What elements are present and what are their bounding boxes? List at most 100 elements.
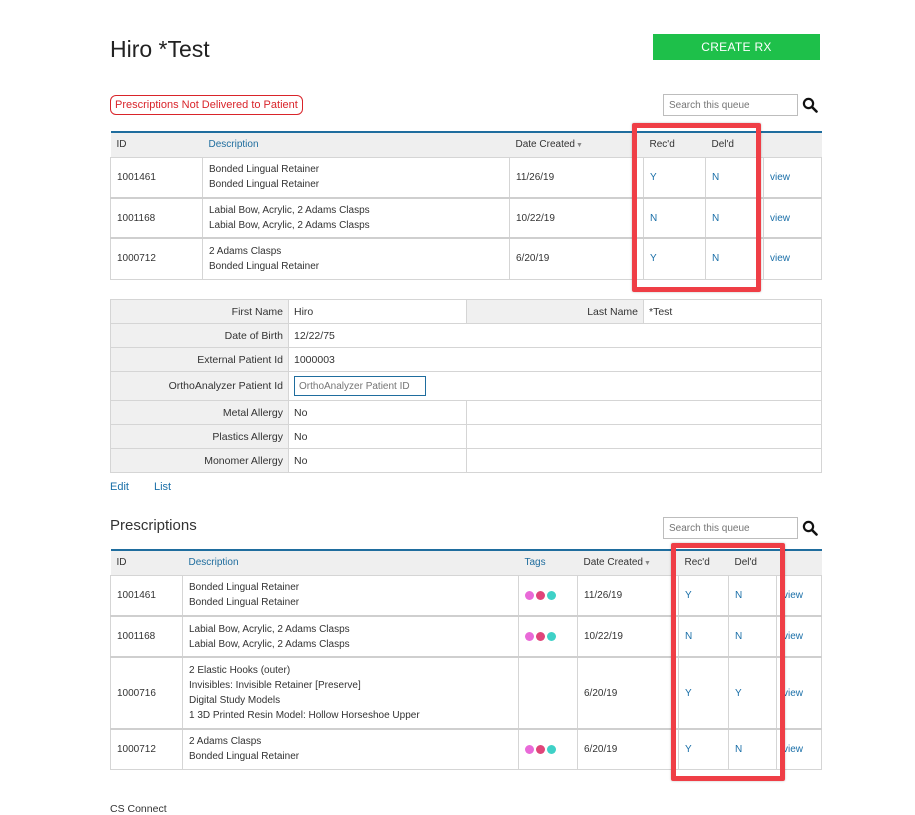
description-line: Labial Bow, Acrylic, 2 Adams Clasps	[209, 205, 370, 216]
edit-link[interactable]: Edit	[110, 481, 129, 493]
id-cell: 1000716	[110, 656, 183, 729]
view-link[interactable]: view	[770, 212, 791, 224]
tag-dot-icon	[525, 590, 534, 600]
view-link[interactable]: view	[783, 743, 804, 755]
view-link[interactable]: view	[770, 253, 791, 265]
id-cell: 1001168	[110, 615, 183, 657]
tags-cell	[518, 574, 578, 616]
last-name-value: *Test	[643, 299, 822, 324]
description-cell: 2 Adams Clasps Bonded Lingual Retainer	[202, 237, 510, 279]
search-icon[interactable]	[802, 97, 818, 113]
description-line: Labial Bow, Acrylic, 2 Adams Clasps	[189, 638, 350, 650]
description-cell: Labial Bow, Acrylic, 2 Adams Clasps Labia…	[182, 615, 519, 657]
external-id-value: 1000003	[288, 347, 822, 372]
col-id: ID	[110, 131, 203, 157]
first-name-value: Hiro	[288, 299, 467, 324]
tag-dot-icon	[547, 590, 556, 600]
deld-cell: Y	[728, 656, 777, 729]
dob-value: 12/22/75	[288, 323, 822, 348]
description-line: Labial Bow, Acrylic, 2 Adams Clasps	[209, 220, 370, 231]
recd-cell: Y	[678, 574, 729, 616]
date-cell: 6/20/19	[577, 728, 679, 769]
id-cell: 1001461	[110, 574, 183, 616]
patient-info-table: First Name Hiro Last Name *Test Date of …	[110, 299, 822, 473]
description-line: Bonded Lingual Retainer	[189, 597, 300, 609]
list-link[interactable]: List	[154, 481, 172, 493]
description-line: Bonded Lingual Retainer	[189, 751, 300, 763]
view-link[interactable]: view	[783, 589, 804, 601]
date-cell: 10/22/19	[509, 197, 644, 238]
queue-table-body: 1001461 Bonded Lingual Retainer Bonded Lin…	[110, 156, 822, 279]
col-recd: Rec'd	[678, 549, 729, 575]
view-link[interactable]: view	[783, 687, 804, 699]
view-cell: view	[763, 237, 822, 279]
tag-dot-icon	[525, 632, 534, 641]
search-icon[interactable]	[802, 520, 818, 536]
view-link[interactable]: view	[783, 631, 804, 642]
prescriptions-search-input[interactable]	[663, 517, 798, 539]
plastics-allergy-label: Plastics Allergy	[110, 424, 289, 449]
deld-cell: N	[705, 156, 764, 198]
col-recd: Rec'd	[643, 131, 706, 157]
date-cell: 11/26/19	[577, 574, 679, 616]
col-date-created[interactable]: Date Created▼	[577, 549, 679, 575]
col-deld: Del'd	[728, 549, 777, 575]
description-line: 2 Adams Clasps	[209, 245, 282, 257]
view-cell: view	[776, 728, 822, 769]
table-row: 1001461 Bonded Lingual Retainer Bonded Lin…	[110, 574, 822, 616]
date-cell: 6/20/19	[577, 656, 679, 729]
create-rx-button[interactable]: CREATE RX	[653, 34, 820, 60]
col-date-created[interactable]: Date Created▼	[509, 131, 644, 157]
id-cell: 1000712	[110, 237, 203, 279]
first-name-label: First Name	[110, 299, 289, 324]
tag-dot-icon	[536, 744, 545, 754]
description-cell: 2 Elastic Hooks (outer) Invisibles: Invis…	[182, 656, 519, 729]
description-line: Bonded Lingual Retainer	[209, 164, 320, 176]
recd-cell: Y	[678, 656, 729, 729]
view-cell: view	[776, 656, 822, 729]
tag-dot-icon	[536, 632, 545, 641]
tag-dots	[525, 744, 571, 754]
prescriptions-table: ID Description Tags Date Created▼ Rec'd …	[110, 549, 822, 770]
col-description[interactable]: Description	[182, 549, 519, 575]
tag-dot-icon	[525, 744, 534, 754]
ortho-id-input[interactable]	[294, 376, 426, 396]
table-row: 1001168 Labial Bow, Acrylic, 2 Adams Clas…	[110, 615, 822, 657]
col-action	[776, 549, 822, 575]
footer-brand: CS Connect	[110, 803, 167, 815]
col-tags[interactable]: Tags	[518, 549, 578, 575]
tags-cell	[518, 656, 578, 729]
description-line: 2 Elastic Hooks (outer)	[189, 665, 291, 676]
description-line: Labial Bow, Acrylic, 2 Adams Clasps	[189, 623, 350, 635]
col-description[interactable]: Description	[202, 131, 510, 157]
table-row: 1001461 Bonded Lingual Retainer Bonded Lin…	[110, 156, 822, 198]
sort-down-icon: ▼	[643, 560, 651, 568]
col-action	[763, 131, 822, 157]
recd-cell: N	[678, 615, 729, 657]
last-name-label: Last Name	[466, 299, 644, 324]
view-cell: view	[776, 574, 822, 616]
prescriptions-title: Prescriptions	[110, 517, 197, 534]
col-deld: Del'd	[705, 131, 764, 157]
monomer-allergy-value: No	[288, 448, 467, 473]
date-cell: 11/26/19	[509, 156, 644, 198]
plastics-allergy-value: No	[288, 424, 467, 449]
queue-table: ID Description Date Created▼ Rec'd Del'd…	[110, 131, 822, 280]
col-id: ID	[110, 549, 183, 575]
tags-cell	[518, 615, 578, 657]
ortho-id-cell	[288, 371, 822, 401]
table-row: 1001168 Labial Bow, Acrylic, 2 Adams Clas…	[110, 197, 822, 238]
queue-status-badge: Prescriptions Not Delivered to Patient	[110, 95, 303, 115]
deld-cell: N	[705, 197, 764, 238]
table-row: 1000716 2 Elastic Hooks (outer) Invisibles…	[110, 656, 822, 729]
id-cell: 1001168	[110, 197, 203, 238]
view-cell: view	[763, 197, 822, 238]
recd-cell: Y	[643, 237, 706, 279]
tag-dots	[525, 632, 571, 641]
tag-dot-icon	[536, 590, 545, 600]
date-cell: 10/22/19	[577, 615, 679, 657]
ortho-id-label: OrthoAnalyzer Patient Id	[110, 371, 289, 401]
view-link[interactable]: view	[770, 171, 791, 183]
recd-cell: N	[643, 197, 706, 238]
queue-search-input[interactable]	[663, 94, 798, 116]
